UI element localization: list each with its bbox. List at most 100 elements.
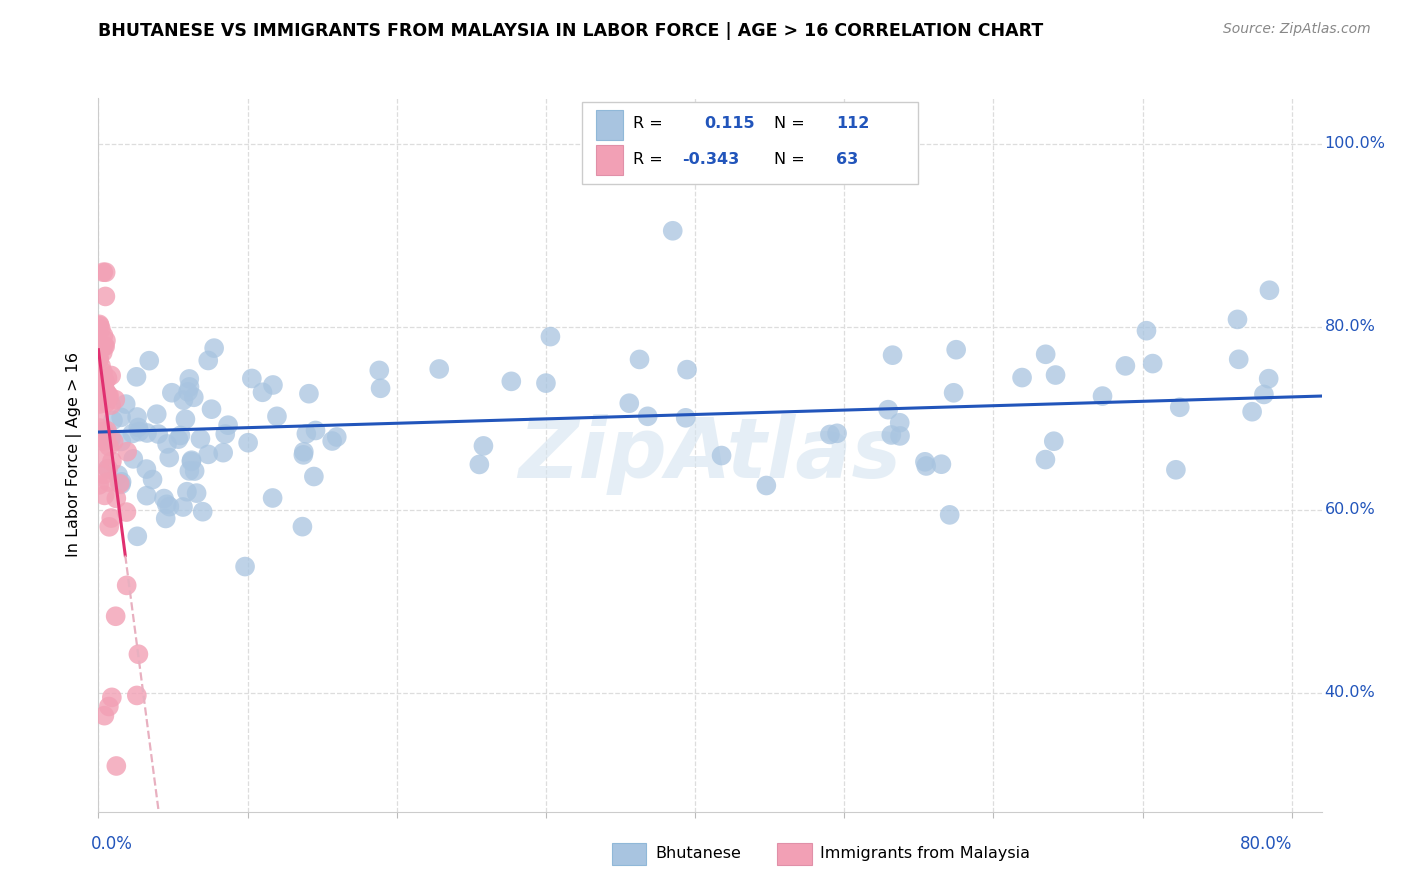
Point — [93, 339, 115, 353]
Point — [214, 427, 236, 442]
Text: 80.0%: 80.0% — [1240, 835, 1292, 853]
Point — [472, 439, 495, 453]
Point — [675, 410, 697, 425]
Point — [89, 371, 111, 385]
FancyBboxPatch shape — [596, 145, 623, 175]
Point — [262, 491, 284, 505]
Point — [145, 407, 167, 421]
Point — [97, 462, 120, 476]
Point — [156, 437, 179, 451]
Point — [135, 462, 157, 476]
Point — [186, 486, 208, 500]
Point — [183, 390, 205, 404]
Point — [501, 375, 523, 389]
Point — [252, 385, 274, 400]
Point — [115, 444, 138, 458]
Point — [191, 505, 214, 519]
Point — [90, 384, 112, 398]
Text: R =: R = — [633, 116, 662, 131]
Point — [172, 393, 194, 408]
Point — [321, 434, 343, 448]
Point — [96, 371, 118, 385]
Point — [176, 484, 198, 499]
Point — [818, 427, 841, 442]
Point — [1011, 370, 1033, 384]
Point — [136, 425, 159, 440]
Point — [755, 478, 778, 492]
Text: N =: N = — [773, 116, 804, 131]
Point — [676, 362, 699, 376]
Point — [94, 433, 117, 447]
Point — [138, 353, 160, 368]
Point — [110, 475, 132, 489]
Point — [291, 519, 314, 533]
Point — [91, 434, 114, 448]
Point — [128, 425, 150, 439]
Point — [94, 289, 117, 303]
Point — [179, 464, 201, 478]
Point — [942, 385, 965, 400]
Point — [1258, 283, 1281, 297]
Point — [97, 391, 120, 405]
Point — [125, 369, 148, 384]
Text: 63: 63 — [837, 152, 858, 167]
FancyBboxPatch shape — [596, 110, 623, 139]
Point — [1227, 352, 1250, 367]
Point — [89, 318, 111, 333]
Point — [98, 520, 121, 534]
Point — [197, 447, 219, 461]
Point — [115, 578, 138, 592]
Point — [141, 473, 163, 487]
Point — [100, 431, 122, 445]
Point — [93, 384, 115, 398]
Text: 0.115: 0.115 — [704, 116, 755, 131]
Point — [96, 395, 118, 409]
Point — [91, 365, 114, 379]
Point — [96, 388, 118, 402]
Point — [89, 389, 111, 403]
Point — [89, 478, 111, 492]
Point — [93, 708, 115, 723]
Point — [538, 329, 561, 343]
Point — [148, 427, 170, 442]
Point — [101, 413, 124, 427]
Point — [302, 469, 325, 483]
Text: BHUTANESE VS IMMIGRANTS FROM MALAYSIA IN LABOR FORCE | AGE > 16 CORRELATION CHAR: BHUTANESE VS IMMIGRANTS FROM MALAYSIA IN… — [98, 22, 1043, 40]
Point — [127, 420, 149, 434]
Point — [180, 453, 202, 467]
Point — [236, 435, 259, 450]
Point — [619, 396, 641, 410]
Text: R =: R = — [633, 152, 662, 167]
Text: ZipAtlas: ZipAtlas — [519, 415, 901, 495]
Point — [882, 348, 904, 362]
Point — [96, 384, 118, 399]
Point — [1114, 359, 1136, 373]
Point — [89, 421, 111, 435]
Point — [125, 689, 148, 703]
Point — [200, 402, 222, 417]
Point — [368, 363, 391, 377]
Point — [101, 690, 124, 705]
Point — [217, 418, 239, 433]
Point — [110, 477, 132, 491]
Point — [98, 389, 121, 403]
Point — [1168, 401, 1191, 415]
Point — [1226, 312, 1249, 326]
Point — [233, 559, 256, 574]
Point — [94, 425, 117, 440]
Point — [160, 385, 183, 400]
Text: 112: 112 — [837, 116, 869, 131]
Point — [1035, 347, 1057, 361]
Point — [1164, 463, 1187, 477]
Point — [169, 428, 191, 442]
Point — [915, 458, 938, 473]
Point — [89, 352, 111, 367]
Point — [292, 448, 315, 462]
Point — [103, 434, 125, 449]
Point — [292, 445, 315, 459]
FancyBboxPatch shape — [612, 843, 647, 864]
Point — [637, 409, 659, 424]
Point — [190, 432, 212, 446]
Point — [167, 432, 190, 446]
Point — [110, 434, 132, 449]
